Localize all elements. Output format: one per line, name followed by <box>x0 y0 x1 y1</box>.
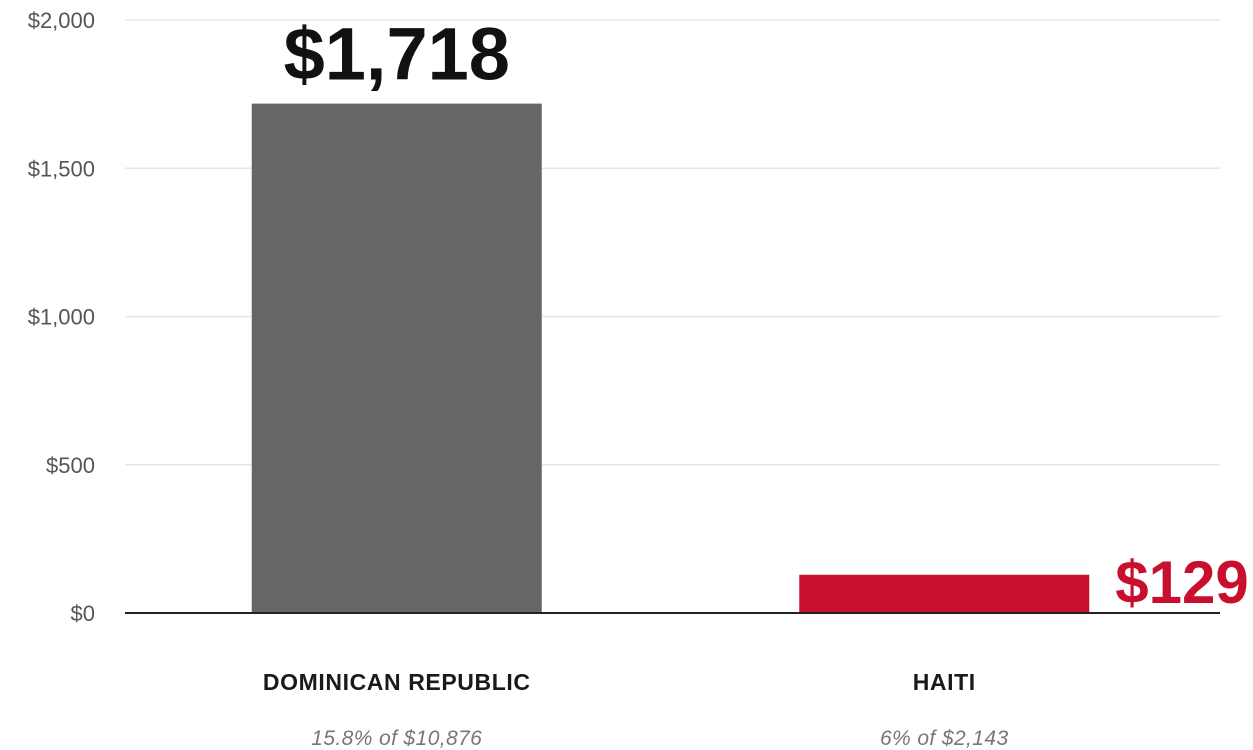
y-tick-label: $2,000 <box>28 8 95 33</box>
y-tick-label: $1,000 <box>28 305 95 330</box>
y-tick-label: $0 <box>71 601 95 626</box>
y-tick-label: $1,500 <box>28 156 95 181</box>
bar-haiti <box>799 574 1090 613</box>
category-label: DOMINICAN REPUBLIC <box>263 669 531 695</box>
value-label-dominican-republic: $1,718 <box>284 13 510 96</box>
category-subtitle: 6% of $2,143 <box>880 727 1009 750</box>
category-labels: DOMINICAN REPUBLIC 15.8% of $10,876 HAITI 6… <box>263 669 1009 750</box>
y-tick-label: $500 <box>46 453 95 478</box>
bar-dominican-republic <box>251 103 542 613</box>
value-label-haiti: $129 <box>1115 549 1248 616</box>
category-subtitle: 15.8% of $10,876 <box>311 727 482 750</box>
value-labels: $1,718 $129 <box>284 13 1249 616</box>
category-label: HAITI <box>913 669 976 695</box>
bars <box>251 103 1090 613</box>
y-axis-ticks: $0 $500 $1,000 $1,500 $2,000 <box>28 8 95 626</box>
